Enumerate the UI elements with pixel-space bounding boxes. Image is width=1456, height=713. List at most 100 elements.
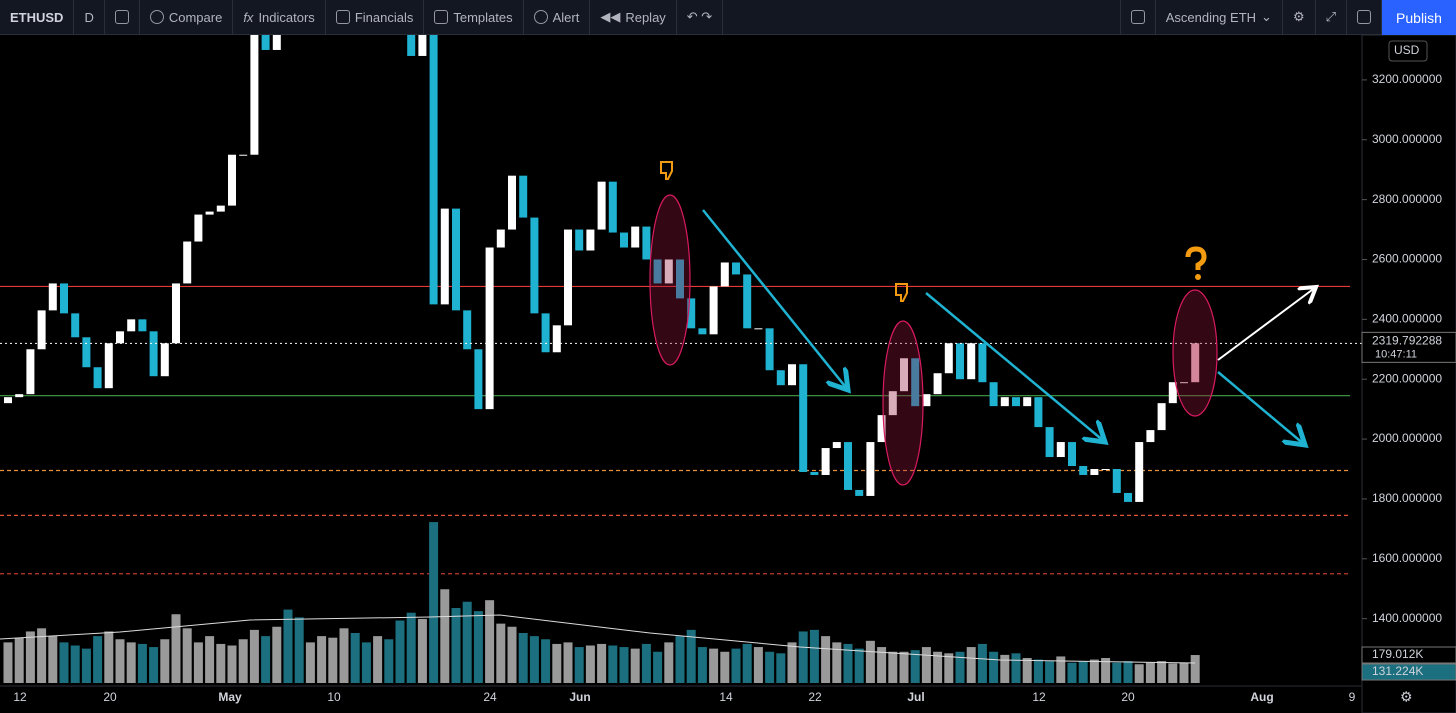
templates-label: Templates [453, 9, 513, 25]
volume-bar [630, 648, 640, 683]
volume-bar [776, 653, 786, 683]
candle-body [407, 35, 416, 56]
candle-body [93, 367, 102, 389]
candle-body [944, 343, 953, 374]
candle-body [463, 310, 472, 350]
volume-bar [149, 647, 159, 683]
candle-body [452, 208, 460, 311]
candle-body [698, 328, 707, 335]
volume-bar [541, 639, 551, 683]
volume-bar [429, 522, 439, 683]
volume-bar [373, 636, 383, 683]
financials-label: Financials [354, 9, 414, 25]
undo-redo[interactable]: ↶ ↷ [677, 0, 724, 35]
indicators[interactable]: fx Indicators [233, 0, 326, 35]
layout-name[interactable]: Ascending ETH ⌄ [1156, 0, 1283, 35]
x-tick-label: 24 [483, 690, 497, 704]
candle-body [496, 229, 505, 248]
volume-bar [216, 643, 226, 683]
volume-bar [742, 643, 752, 683]
candle-body [765, 328, 774, 371]
candle-body [922, 394, 931, 407]
volume-bar [1101, 658, 1111, 683]
candle-body [732, 262, 740, 275]
candle-body [855, 489, 864, 496]
question-mark-dot [1195, 274, 1201, 280]
chart-type[interactable] [105, 0, 140, 35]
volume-bar [832, 642, 842, 683]
last-price-label: 2319.792288 [1372, 334, 1442, 348]
candle-body [183, 241, 192, 284]
candle-body [160, 343, 169, 377]
volume-bar [37, 628, 47, 683]
volume-bar [451, 608, 461, 683]
candle-body [978, 343, 987, 383]
x-tick-label: 14 [719, 690, 733, 704]
volume-bar [339, 628, 349, 683]
snapshot[interactable] [1347, 0, 1382, 35]
templates[interactable]: Templates [424, 0, 524, 35]
volume-bar [798, 631, 808, 683]
candle-body [172, 283, 180, 344]
candle-body [37, 310, 46, 350]
y-tick-label: 2200.000000 [1372, 371, 1442, 385]
compare[interactable]: Compare [140, 0, 234, 35]
volume-bar [1123, 661, 1133, 683]
last-price-tag [1361, 331, 1456, 363]
replay[interactable]: ◀◀ Replay [590, 0, 677, 35]
volume-bar [283, 609, 293, 683]
trend-arrow [1217, 287, 1316, 361]
x-tick-label: Jun [569, 690, 590, 704]
x-tick-label: 12 [13, 690, 27, 704]
volume-bar [317, 636, 327, 683]
toolbar: ETHUSD D Compare fx Indicators Financials… [0, 0, 1456, 35]
interval[interactable]: D [74, 0, 105, 35]
highlight-ellipse [1172, 289, 1218, 417]
volume-bar [854, 648, 864, 683]
y-tick-label: 2800.000000 [1372, 192, 1442, 206]
fullscreen-toggle[interactable] [1119, 0, 1156, 35]
settings[interactable]: ⚙ [1283, 0, 1316, 35]
candle-body [911, 358, 920, 407]
volume-bar [507, 626, 517, 683]
candle-body [1135, 442, 1144, 502]
volume-bar [697, 647, 707, 683]
volume-bar [597, 643, 607, 683]
volume-bar [518, 633, 528, 683]
volume-bar [294, 617, 304, 683]
candle-body [676, 259, 684, 299]
candle-body [709, 286, 718, 335]
candle-body [519, 175, 528, 218]
candle-body [877, 415, 886, 443]
trend-arrow [702, 209, 848, 390]
publish-button[interactable]: Publish [1382, 0, 1456, 35]
financials[interactable]: Financials [326, 0, 425, 35]
candle-body [1112, 469, 1121, 493]
volume-bar [1000, 654, 1010, 683]
candle-body [597, 181, 606, 230]
volume-bar [653, 651, 663, 683]
volume-bar [753, 647, 763, 683]
volume-bar [955, 651, 965, 683]
volume-bar [1089, 659, 1099, 683]
y-tick-label: 1800.000000 [1372, 491, 1442, 505]
volume-bar [417, 618, 427, 683]
candle-body [104, 343, 113, 389]
volume-bar [888, 651, 898, 683]
candle-body [821, 448, 830, 475]
y-tick-label: 2000.000000 [1372, 431, 1442, 445]
candle-body [429, 35, 438, 305]
layout-label: Ascending ETH [1165, 9, 1257, 25]
volume-bar [1179, 662, 1189, 683]
volume-bar [496, 623, 506, 683]
candle-body [664, 259, 673, 284]
highlight-ellipse [649, 194, 691, 366]
expand[interactable]: ⤢ [1316, 0, 1347, 35]
symbol[interactable]: ETHUSD [0, 0, 75, 35]
alert[interactable]: Alert [524, 0, 591, 35]
candle-body [552, 325, 561, 353]
candle-body [1034, 397, 1043, 428]
candle-body [138, 319, 147, 332]
candle-body [541, 313, 550, 353]
volume-bar [160, 639, 170, 683]
